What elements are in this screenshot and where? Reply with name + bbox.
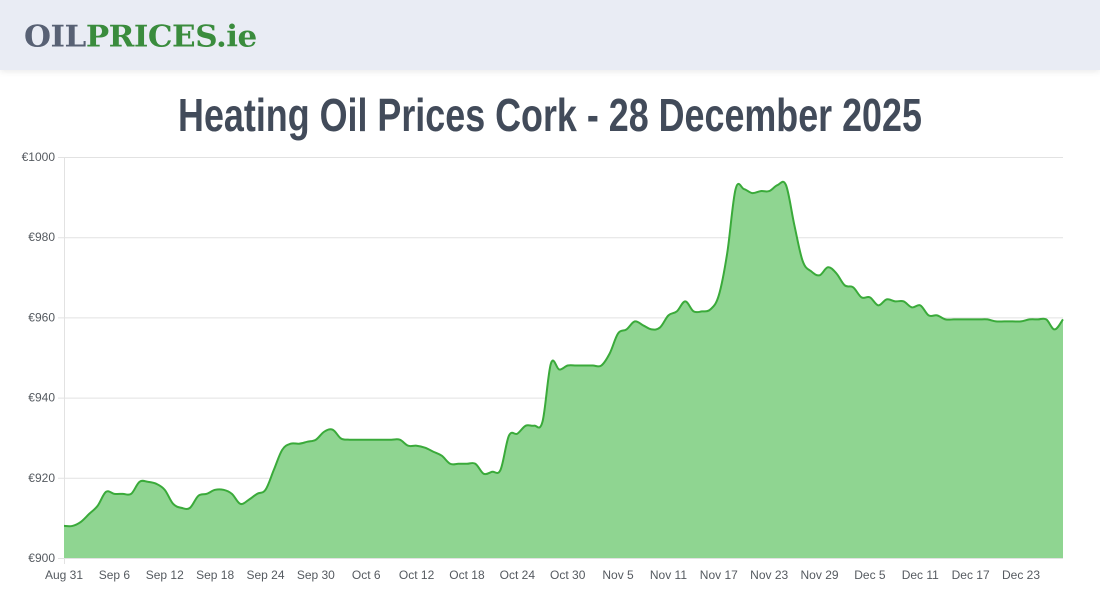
site-header: OILPRICES.ie [0,0,1100,70]
site-logo[interactable]: OILPRICES.ie [24,18,257,56]
x-tick-label: Sep 30 [297,568,335,582]
y-tick-label: €960 [28,310,55,324]
x-tick-label: Oct 30 [550,568,586,582]
x-tick-label: Oct 24 [500,568,536,582]
logo-prices-text: PRICES.ie [85,19,257,55]
x-tick-label: Oct 12 [399,568,435,582]
x-tick-label: Dec 17 [952,568,990,582]
chart-canvas: €900 €920 €940 €960 €980 €1000 Aug 31 Sep 6 Sep… [22,150,1064,582]
y-tick-label: €920 [28,471,55,485]
x-tick-label: Oct 6 [352,568,381,582]
x-tick-label: Nov 29 [801,568,839,582]
x-tick-label: Nov 23 [750,568,788,582]
x-tick-label: Sep 18 [196,568,234,582]
logo-oil-text: OIL [24,19,86,55]
y-tick-label: €1000 [22,150,56,164]
x-tick-label: Dec 11 [902,568,939,582]
y-tick-label: €940 [28,391,55,405]
x-tick-label: Sep 24 [246,568,284,582]
y-tick-label: €980 [28,230,55,244]
x-tick-label: Sep 12 [146,568,184,582]
y-axis: €900 €920 €940 €960 €980 €1000 [22,150,56,565]
x-tick-label: Nov 17 [700,568,738,582]
x-tick-label: Sep 6 [99,568,131,582]
x-tick-label: Dec 23 [1002,568,1040,582]
x-tick-label: Nov 11 [650,568,687,582]
x-tick-label: Dec 5 [854,568,886,582]
x-axis: Aug 31 Sep 6 Sep 12 Sep 18 Sep 24 Sep 30 Oct 6… [45,568,1040,582]
x-tick-label: Aug 31 [45,568,83,582]
price-line [63,180,1064,528]
x-tick-label: Oct 18 [449,568,485,582]
price-chart: €900 €920 €940 €960 €980 €1000 Aug 31 Sep 6 Sep… [0,140,1100,600]
y-tick-label: €900 [28,551,55,565]
x-tick-label: Nov 5 [602,568,634,582]
price-area [64,181,1063,558]
page-title: Heating Oil Prices Cork - 28 December 20… [178,89,922,141]
